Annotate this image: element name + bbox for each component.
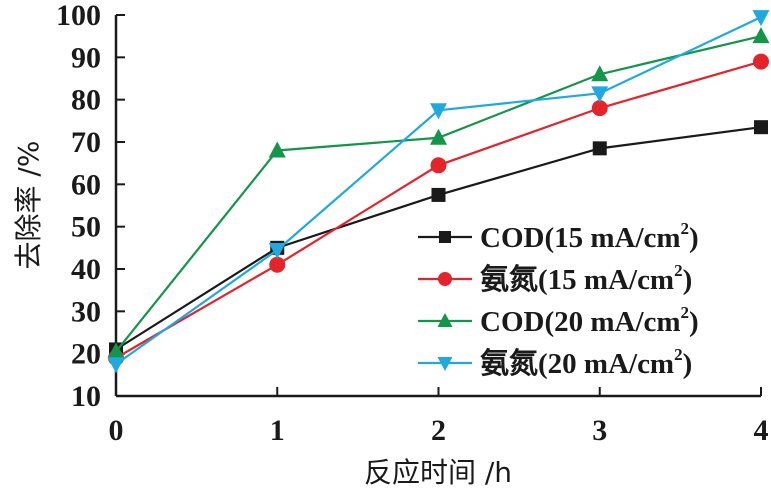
y-tick-label: 60 xyxy=(71,168,101,201)
axes: 10 20 30 40 50 60 70 80 90 100 0 1 2 3 4 xyxy=(56,0,769,447)
series-3 xyxy=(107,27,770,359)
data-point xyxy=(753,53,769,70)
data-point xyxy=(431,187,446,202)
data-point xyxy=(430,103,447,120)
data-point xyxy=(107,342,125,359)
legend-item: 氨氮(20 mA/cm2) xyxy=(418,345,692,380)
data-point xyxy=(591,86,609,103)
legend-marker xyxy=(439,231,451,243)
y-tick-label: 20 xyxy=(71,338,101,371)
data-point xyxy=(268,141,286,158)
y-axis-title: 去除率 /% xyxy=(12,141,45,270)
data-point xyxy=(430,128,447,145)
data-point xyxy=(754,120,768,135)
data-point xyxy=(591,100,608,117)
legend-item: 氨氮(15 mA/cm2) xyxy=(418,261,692,296)
legend-item: COD(20 mA/cm2) xyxy=(418,303,699,338)
series-layer xyxy=(107,10,770,374)
data-point xyxy=(591,65,609,82)
y-tick-label: 50 xyxy=(71,211,101,244)
data-point xyxy=(752,10,770,27)
legend-marker xyxy=(437,313,453,327)
legend: COD(15 mA/cm2) 氨氮(15 mA/cm2) COD(20 mA/cm2… xyxy=(418,219,699,380)
y-tick-label: 70 xyxy=(71,126,101,159)
x-tick-label: 2 xyxy=(431,414,446,447)
data-point xyxy=(268,242,286,259)
data-point xyxy=(592,141,607,156)
data-point xyxy=(269,256,286,273)
x-tick-label: 0 xyxy=(109,414,124,447)
x-tick-label: 3 xyxy=(592,414,607,447)
y-tick-label: 30 xyxy=(71,295,101,328)
x-axis-title: 反应时间 /h xyxy=(364,456,512,489)
y-tick-label: 80 xyxy=(71,84,101,117)
x-tick-label: 4 xyxy=(754,414,769,447)
data-point xyxy=(107,357,125,374)
legend-marker xyxy=(438,272,452,286)
data-point xyxy=(430,157,447,174)
y-tick-label: 90 xyxy=(71,41,101,74)
data-point xyxy=(752,27,770,44)
y-tick-label: 40 xyxy=(71,253,101,286)
series-2 xyxy=(108,53,769,366)
x-tick-label: 1 xyxy=(270,414,285,447)
legend-label: 氨氮(15 mA/cm2) xyxy=(480,261,692,296)
legend-item: COD(15 mA/cm2) xyxy=(418,219,699,254)
legend-marker xyxy=(437,357,453,371)
y-tick-label: 10 xyxy=(71,380,101,413)
legend-label: COD(20 mA/cm2) xyxy=(480,303,699,338)
legend-label: 氨氮(20 mA/cm2) xyxy=(480,345,692,380)
legend-label: COD(15 mA/cm2) xyxy=(480,219,699,254)
series-4 xyxy=(107,10,770,374)
y-tick-label: 100 xyxy=(56,0,101,32)
